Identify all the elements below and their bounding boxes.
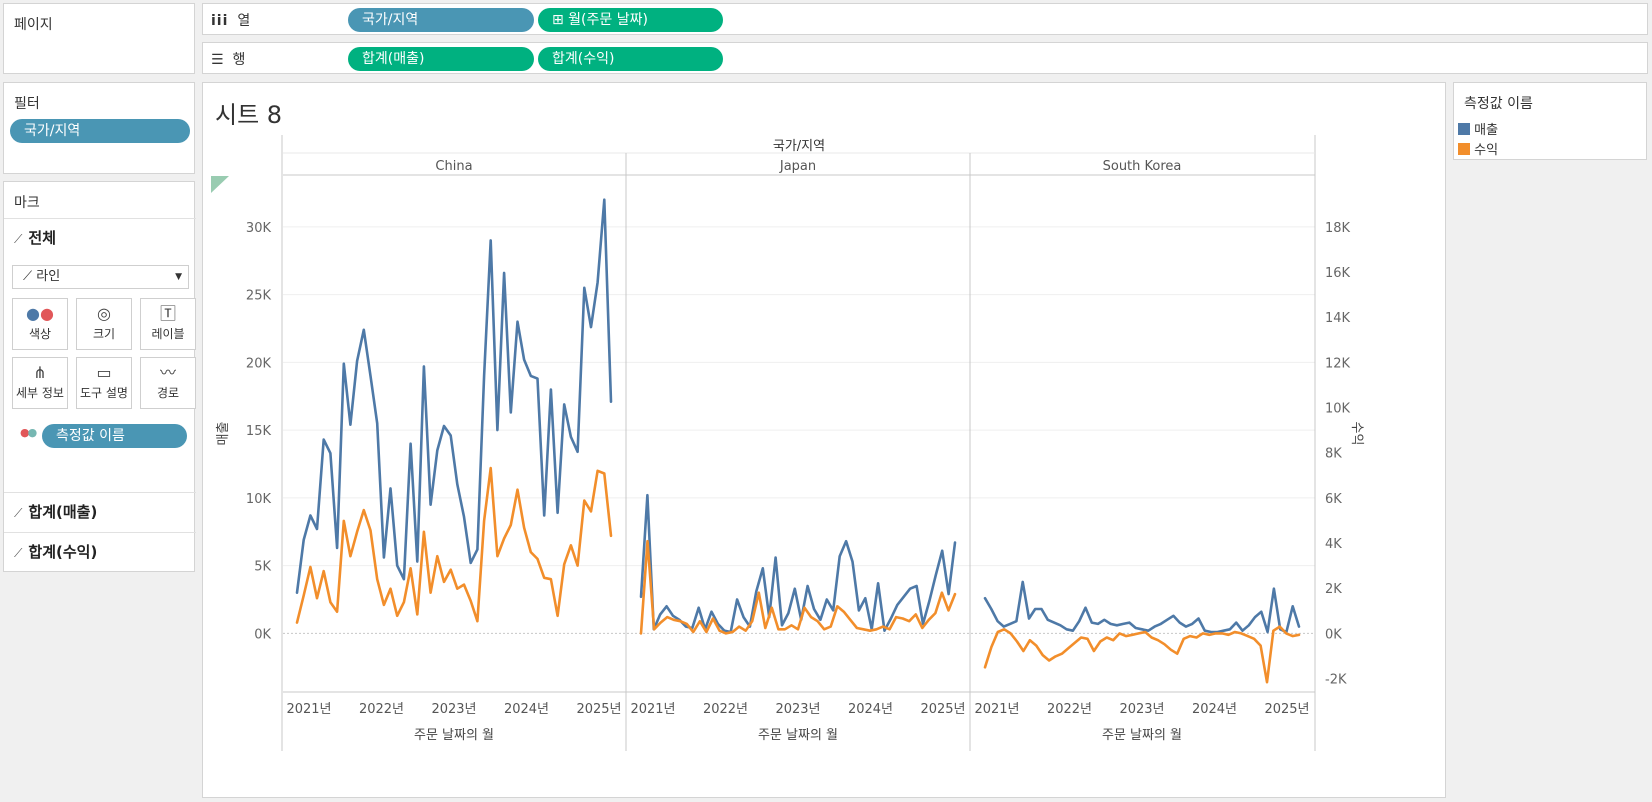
x-tick-label: 2021년	[630, 702, 675, 717]
label-icon: 🅃	[159, 304, 176, 323]
left-axis-tick-label: 10K	[246, 492, 272, 507]
size-button[interactable]: ◎ 크기	[76, 298, 132, 350]
legend-swatch-profit	[1458, 143, 1470, 155]
pane-header-0: China	[435, 159, 472, 174]
left-axis-tick-label: 30K	[246, 221, 272, 236]
x-tick-label: 2021년	[974, 702, 1019, 717]
rows-icon: ☰	[211, 52, 224, 68]
legend-swatch-sales	[1458, 123, 1470, 135]
color-icon: ●●	[20, 426, 37, 439]
row-pill-sum-profit[interactable]: 합계(수익)	[538, 47, 723, 71]
right-axis-tick-label: 2K	[1325, 582, 1342, 597]
column-pill-country[interactable]: 국가/지역	[348, 8, 534, 32]
rows-shelf[interactable]: ☰ 행 합계(매출) 합계(수익)	[202, 42, 1648, 74]
marks-card: 마크 ⟋ 전체 ⟋ 라인 ▼ ●● 색상 ◎ 크기 🅃 레이블 ⋔ 세부 정보 ▭…	[3, 181, 196, 572]
filters-card[interactable]: 필터 국가/지역	[3, 82, 195, 174]
x-axis-title: 주문 날짜의 월	[414, 728, 494, 743]
row-pill-sum-sales[interactable]: 합계(매출)	[348, 47, 534, 71]
right-axis-tick-label: 0K	[1325, 627, 1342, 642]
path-icon: 〰	[159, 363, 176, 382]
line-icon: ⟋	[14, 232, 23, 246]
tooltip-button[interactable]: ▭ 도구 설명	[76, 357, 132, 409]
detail-icon: ⋔	[33, 363, 47, 382]
left-axis-tick-label: 5K	[254, 560, 271, 575]
color-icon: ●●	[26, 304, 54, 323]
marks-all-section[interactable]: ⟋ 전체	[4, 218, 196, 256]
x-tick-label: 2025년	[1264, 702, 1309, 717]
color-button[interactable]: ●● 색상	[12, 298, 68, 350]
filter-pill-country[interactable]: 국가/지역	[10, 119, 190, 143]
series-line-sales-2	[983, 580, 1301, 634]
path-button[interactable]: 〰 경로	[140, 357, 196, 409]
x-tick-label: 2025년	[576, 702, 621, 717]
left-axis-title: 매출	[216, 422, 231, 446]
sheet-title: 시트 8	[215, 101, 283, 129]
pane-header-1: Japan	[779, 159, 816, 174]
chart-svg[interactable]: 0K 5K 10K 15K 20K 25K 30K -2K 0K 2K 4K 6K 8K 10K 12K 14…	[203, 83, 1447, 799]
legend-title: 측정값 이름	[1464, 96, 1533, 112]
detail-button[interactable]: ⋔ 세부 정보	[12, 357, 68, 409]
x-tick-label: 2024년	[848, 702, 893, 717]
marks-sales-section[interactable]: ⟋ 합계(매출)	[4, 492, 196, 530]
right-axis-tick-label: 12K	[1325, 356, 1351, 371]
mark-type-dropdown[interactable]: ⟋ 라인 ▼	[12, 265, 189, 289]
columns-shelf-label: iii 열	[211, 13, 251, 29]
right-axis-tick-label: 16K	[1325, 266, 1351, 281]
tooltip-icon: ▭	[96, 363, 112, 382]
right-axis-tick-label: 4K	[1325, 537, 1342, 552]
left-axis-tick-label: 20K	[246, 356, 272, 371]
right-axis-tick-label: 6K	[1325, 492, 1342, 507]
x-tick-label: 2024년	[504, 702, 549, 717]
sheet-view[interactable]: 시트 8 0K 5K 10K 15K 20K 25K 30K -2K 0K 2K 4K 6K 8K 10K…	[202, 82, 1446, 798]
line-icon: ⟋	[23, 269, 33, 284]
series-line-profit-0	[295, 466, 613, 624]
column-pill-order-month[interactable]: ⊞ 월(주문 날짜)	[538, 8, 723, 32]
corner-marker	[211, 176, 229, 193]
right-axis-tick-label: 10K	[1325, 402, 1351, 417]
legend-item-profit[interactable]: 수익	[1458, 139, 1498, 158]
x-tick-label: 2023년	[431, 702, 476, 717]
marks-title: 마크	[14, 195, 40, 211]
left-axis-tick-label: 15K	[246, 424, 272, 439]
series-line-sales-0	[295, 198, 613, 595]
series-line-profit-2	[983, 625, 1301, 684]
x-tick-label: 2023년	[1119, 702, 1164, 717]
mark-type-value: 라인	[36, 269, 61, 284]
x-tick-label: 2021년	[286, 702, 331, 717]
left-axis-tick-label: 25K	[246, 289, 272, 304]
right-axis-tick-label: 8K	[1325, 447, 1342, 462]
right-axis-tick-label: 18K	[1325, 221, 1351, 236]
x-tick-label: 2022년	[703, 702, 748, 717]
columns-shelf[interactable]: iii 열 국가/지역 ⊞ 월(주문 날짜)	[202, 3, 1648, 35]
x-tick-label: 2024년	[1192, 702, 1237, 717]
legend-card: 측정값 이름 매출 수익	[1453, 82, 1647, 160]
line-icon: ⟋	[14, 506, 23, 520]
size-icon: ◎	[97, 304, 111, 323]
pane-header-2: South Korea	[1103, 159, 1182, 174]
chevron-down-icon: ▼	[175, 272, 182, 282]
series-line-sales-1	[639, 493, 957, 634]
color-pill-measure-names[interactable]: 측정값 이름	[42, 424, 187, 448]
right-axis-tick-label: 14K	[1325, 311, 1351, 326]
pages-card[interactable]: 페이지	[3, 3, 195, 74]
line-icon: ⟋	[14, 546, 23, 560]
left-axis-tick-label: 0K	[254, 627, 271, 642]
legend-item-sales[interactable]: 매출	[1458, 119, 1498, 138]
rows-shelf-label: ☰ 행	[211, 52, 246, 68]
right-axis-tick-label: -2K	[1325, 673, 1347, 688]
columns-icon: iii	[211, 13, 229, 29]
label-button[interactable]: 🅃 레이블	[140, 298, 196, 350]
x-axis-title: 주문 날짜의 월	[758, 728, 838, 743]
x-tick-label: 2022년	[359, 702, 404, 717]
pages-title: 페이지	[14, 17, 53, 33]
filters-title: 필터	[14, 96, 40, 112]
marks-profit-section[interactable]: ⟋ 합계(수익)	[4, 532, 196, 570]
x-tick-label: 2023년	[775, 702, 820, 717]
column-header-title: 국가/지역	[773, 139, 825, 154]
series-line-profit-1	[639, 539, 957, 635]
x-tick-label: 2025년	[920, 702, 965, 717]
right-axis-title: 수익	[1349, 422, 1364, 446]
x-tick-label: 2022년	[1047, 702, 1092, 717]
x-axis-title: 주문 날짜의 월	[1102, 728, 1182, 743]
